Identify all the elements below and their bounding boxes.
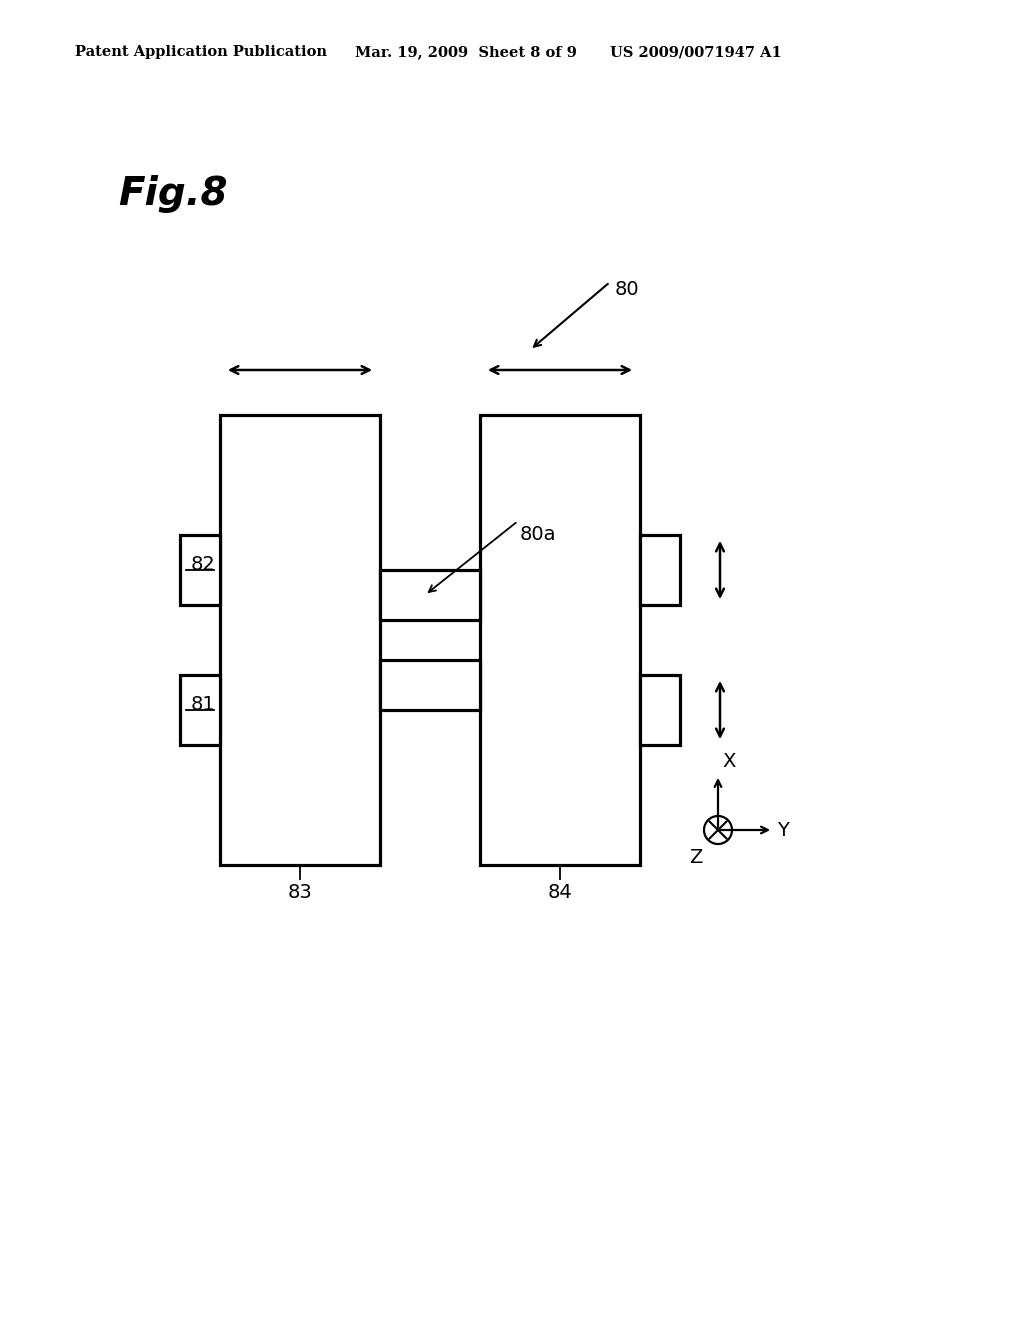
- Bar: [640, 675, 680, 744]
- Bar: [640, 535, 680, 605]
- Text: US 2009/0071947 A1: US 2009/0071947 A1: [610, 45, 781, 59]
- Bar: [180, 535, 220, 605]
- Bar: [220, 414, 380, 865]
- Bar: [480, 414, 640, 865]
- Text: 80: 80: [615, 280, 640, 300]
- Text: 84: 84: [548, 883, 572, 902]
- Bar: [380, 660, 480, 710]
- Bar: [180, 675, 220, 744]
- Text: X: X: [722, 752, 735, 771]
- Text: Z: Z: [688, 847, 702, 867]
- Text: Fig.8: Fig.8: [118, 176, 227, 213]
- Text: Y: Y: [777, 821, 788, 840]
- Text: Patent Application Publication: Patent Application Publication: [75, 45, 327, 59]
- Text: 82: 82: [190, 556, 215, 574]
- Text: Mar. 19, 2009  Sheet 8 of 9: Mar. 19, 2009 Sheet 8 of 9: [355, 45, 577, 59]
- Text: 83: 83: [288, 883, 312, 902]
- Text: 81: 81: [190, 696, 215, 714]
- Bar: [380, 570, 480, 620]
- Text: 80a: 80a: [520, 525, 556, 544]
